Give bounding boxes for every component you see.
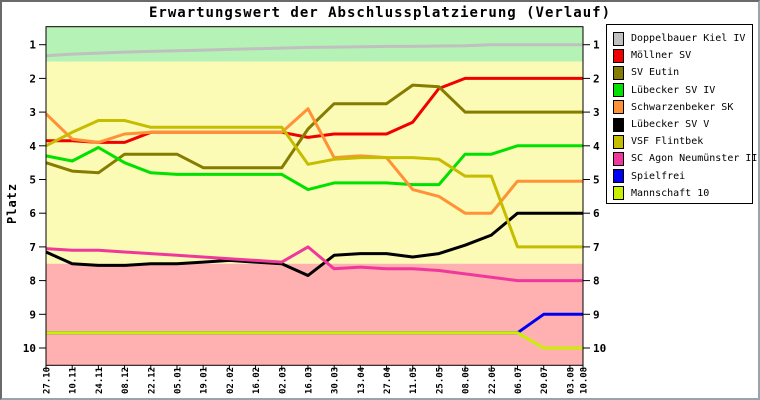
x-tick-label: 16.03 xyxy=(304,367,314,394)
x-tick-label: 08.12 xyxy=(121,367,131,394)
y-tick-label-right: 2 xyxy=(593,72,600,85)
y-tick-label-left: 6 xyxy=(29,207,36,220)
y-tick-label-right: 7 xyxy=(593,241,600,254)
series-line xyxy=(45,83,583,175)
legend-item: Lübecker SV IV xyxy=(613,82,752,99)
legend-swatch-icon xyxy=(613,100,624,115)
y-tick-label-left: 8 xyxy=(29,275,36,288)
series-line xyxy=(44,107,583,215)
x-tick-label: 27.10 xyxy=(43,367,53,394)
legend-label: Lübecker SV V xyxy=(631,119,710,131)
y-tick-label-left: 9 xyxy=(29,308,36,321)
legend-swatch-icon xyxy=(613,31,624,46)
y-tick-label-right: 1 xyxy=(593,39,600,52)
legend-label: Lübecker SV IV xyxy=(631,84,716,96)
legend-swatch-icon xyxy=(613,65,624,80)
legend-swatch-icon xyxy=(613,83,624,98)
x-tick-label: 02.02 xyxy=(226,367,236,394)
plot-frame xyxy=(45,26,584,366)
legend-item: Doppelbauer Kiel IV xyxy=(613,30,752,47)
legend-swatch-icon xyxy=(613,169,624,184)
y-tick-label-right: 5 xyxy=(593,174,600,187)
y-tick-label-left: 4 xyxy=(29,140,36,153)
legend-item: SC Agon Neumünster II xyxy=(613,150,757,167)
legend-label: Spielfrei xyxy=(631,170,686,182)
legend-label: SC Agon Neumünster II xyxy=(631,153,758,165)
legend-item: Mannschaft 10 xyxy=(613,185,752,202)
series-line xyxy=(45,119,583,249)
band-bottom xyxy=(46,263,583,366)
x-tick-label: 25.05 xyxy=(435,367,445,394)
legend-label: Schwarzenbeker SK xyxy=(631,101,734,113)
legend-label: Doppelbauer Kiel IV xyxy=(631,33,746,45)
x-tick-label: 13.04 xyxy=(357,366,367,394)
legend-item: Möllner SV xyxy=(613,47,752,64)
y-tick-label-right: 8 xyxy=(593,275,600,288)
legend-label: Mannschaft 10 xyxy=(631,187,710,199)
y-tick-label-left: 1 xyxy=(29,39,36,52)
x-tick-label: 22.06 xyxy=(488,367,498,394)
x-tick-label: 22.12 xyxy=(147,367,157,394)
x-tick-label: 20.07 xyxy=(540,367,550,394)
y-tick-label-right: 10 xyxy=(593,342,606,355)
series-line xyxy=(45,43,583,58)
legend-swatch-icon xyxy=(613,151,624,166)
legend-swatch-icon xyxy=(613,48,624,63)
legend: Doppelbauer Kiel IV Möllner SV SV Eutin Lüb… xyxy=(606,24,757,204)
x-tick-label: 24.11 xyxy=(95,367,105,394)
x-tick-label: 10.08 xyxy=(580,367,590,394)
y-tick-label-left: 7 xyxy=(29,241,36,254)
series-line xyxy=(45,211,583,277)
x-tick-label: 16.02 xyxy=(252,367,262,394)
legend-item: Spielfrei xyxy=(613,168,752,185)
chart-title: Erwartungswert der Abschlussplatzierung … xyxy=(148,5,611,21)
legend-swatch-icon xyxy=(613,134,624,149)
x-tick-label: 10.11 xyxy=(69,367,79,394)
y-tick-label-right: 3 xyxy=(593,106,600,119)
x-tick-label: 05.01 xyxy=(173,367,183,394)
legend-label: VSF Flintbek xyxy=(631,136,704,148)
legend-item: VSF Flintbek xyxy=(613,133,752,150)
legend-item: Lübecker SV V xyxy=(613,116,752,133)
x-tick-label: 30.03 xyxy=(331,367,341,394)
legend-label: Möllner SV xyxy=(631,50,692,62)
y-tick-label-right: 4 xyxy=(593,140,600,153)
x-tick-label: 27.04 xyxy=(383,366,393,394)
series-line xyxy=(45,245,583,283)
x-tick-label: 08.06 xyxy=(462,367,472,394)
legend-label: SV Eutin xyxy=(631,67,680,79)
legend-item: Schwarzenbeker SK xyxy=(613,99,752,116)
x-tick-label: 19.01 xyxy=(200,367,210,394)
y-tick-label-right: 9 xyxy=(593,308,600,321)
legend-swatch-icon xyxy=(613,117,624,132)
y-tick-label-left: 2 xyxy=(29,72,36,85)
x-tick-label: 06.07 xyxy=(514,367,524,394)
y-tick-label-left: 5 xyxy=(29,174,36,187)
legend-item: SV Eutin xyxy=(613,64,752,81)
series-line xyxy=(45,144,583,192)
x-tick-label: 02.03 xyxy=(278,367,288,394)
x-tick-label: 11.05 xyxy=(409,367,419,394)
y-tick-label-left: 3 xyxy=(29,106,36,119)
x-tick-label: 03.08 xyxy=(566,367,576,394)
legend-swatch-icon xyxy=(613,186,624,201)
y-tick-label-left: 10 xyxy=(23,342,36,355)
series-line xyxy=(46,331,583,350)
y-tick-label-right: 6 xyxy=(593,207,600,220)
